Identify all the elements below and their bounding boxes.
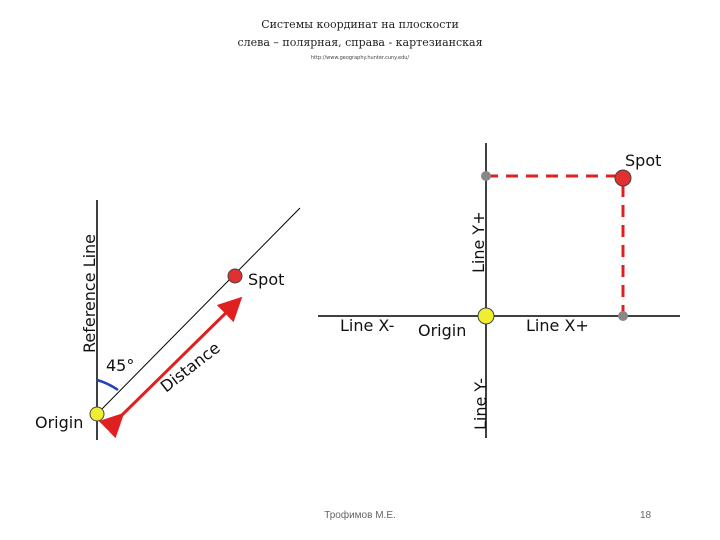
cartesian-diagram: Spot Origin Line X- Line X+ Line Y+ Line…: [318, 143, 680, 438]
cartesian-spot-label: Spot: [625, 151, 661, 170]
angle-label: 45°: [106, 356, 134, 375]
cartesian-origin-point: [477, 307, 495, 325]
angle-arc: [96, 378, 119, 392]
y-neg-label: Line Y-: [471, 378, 490, 430]
y-projection-marker: [481, 171, 491, 181]
x-projection-marker: [618, 311, 628, 321]
page-number: 18: [640, 510, 652, 521]
reference-line-label: Reference Line: [80, 234, 99, 353]
cartesian-origin-label: Origin: [418, 321, 466, 340]
polar-ray: [96, 207, 301, 415]
polar-spot-point: [227, 268, 243, 284]
distance-arrow: [98, 296, 243, 439]
source-url: http://www.geography.hunter.cuny.edu/: [310, 55, 410, 61]
x-neg-label: Line X-: [340, 316, 394, 335]
title-line-1: Системы координат на плоскости: [261, 18, 459, 31]
polar-diagram: Reference Line 45° Distance Spot Origin: [35, 200, 301, 440]
cartesian-spot-point: [614, 169, 632, 187]
polar-origin-point: [89, 406, 105, 422]
polar-origin-label: Origin: [35, 413, 83, 432]
title-line-2: слева – полярная, справа - картезианская: [237, 36, 483, 49]
footer-author: Трофимов М.Е.: [324, 510, 396, 521]
x-pos-label: Line X+: [526, 316, 589, 335]
y-pos-label: Line Y+: [469, 211, 488, 273]
polar-spot-label: Spot: [248, 270, 284, 289]
